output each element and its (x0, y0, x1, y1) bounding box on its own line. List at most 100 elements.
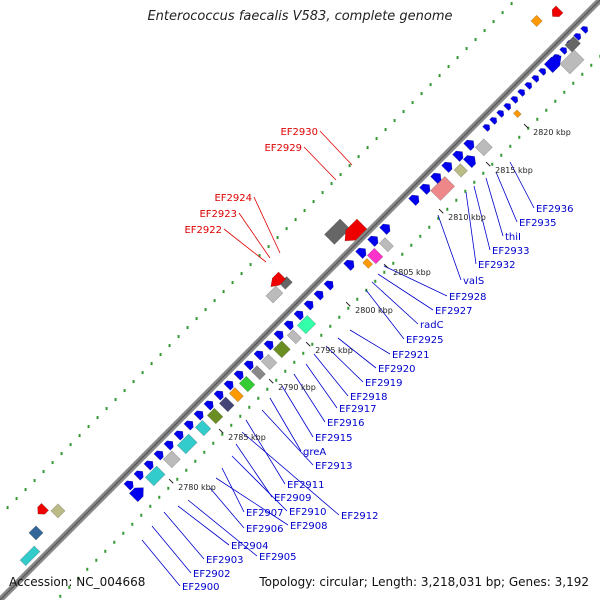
forward-gene (559, 49, 585, 75)
leader-line (215, 477, 289, 526)
forward-gene (272, 340, 291, 359)
forward-gene-arrow (223, 380, 234, 391)
gene-label: EF2927 (435, 306, 473, 317)
tick-dot (411, 101, 414, 105)
tick-dot (437, 216, 440, 220)
forward-gene-arrow (559, 46, 568, 55)
forward-gene-arrow (489, 116, 498, 125)
forward-gene (206, 407, 224, 425)
tick-dot (105, 407, 108, 411)
leader-line (141, 539, 181, 587)
forward-gene-arrow (313, 290, 324, 301)
tick-dot (51, 461, 54, 465)
forward-gene-arrow (531, 74, 540, 83)
gene-label: EF2918 (350, 392, 388, 403)
tick-dot (320, 333, 323, 337)
tick-dot (312, 200, 315, 204)
tick-mark (168, 478, 174, 484)
forward-gene-arrow (355, 247, 367, 260)
gene-features (19, 5, 589, 567)
tick-dot (276, 236, 279, 240)
gene-label: greA (303, 447, 326, 458)
tick-dot (384, 128, 387, 132)
tick-label: 2795 kbp (315, 346, 353, 355)
reverse-gene (19, 545, 41, 567)
tick-label: 2790 kbp (278, 383, 316, 392)
forward-gene (144, 465, 166, 487)
forward-gene-arrow (452, 150, 464, 163)
tick-dot (87, 425, 90, 429)
gene-labels: EF2930 EF2929 EF2924 EF2923 EF2922 EF2936 EF29… (182, 127, 574, 593)
tick-dot (581, 72, 584, 76)
tick-dot (15, 497, 18, 501)
gene-label: EF2900 (182, 582, 220, 593)
tick-dot (114, 398, 117, 402)
tick-dot (231, 281, 234, 285)
gene-label: EF2923 (199, 209, 237, 220)
tick-dot (212, 441, 215, 445)
forward-gene (218, 396, 235, 413)
leader-line (313, 353, 349, 397)
tick-dot (249, 263, 252, 267)
tick-dot (78, 434, 81, 438)
gene-label: EF2909 (274, 493, 312, 504)
forward-gene-arrow (379, 223, 391, 236)
forward-gene-arrow (143, 460, 154, 471)
tick-dot (464, 189, 467, 193)
tick-dot (563, 90, 566, 94)
gene-label: EF2908 (290, 521, 328, 532)
leader-line (337, 337, 377, 369)
leader-line (437, 214, 462, 281)
forward-gene-arrow (496, 109, 505, 118)
forward-gene-arrow (303, 300, 314, 311)
gene-label: EF2936 (536, 204, 574, 215)
tick-dot (186, 326, 189, 330)
tick-dot (302, 351, 305, 355)
tick-dot (293, 360, 296, 364)
tick-dot (554, 99, 557, 103)
gene-label: EF2904 (231, 541, 269, 552)
gene-label: valS (463, 276, 484, 287)
tick-label: 2800 kbp (355, 306, 393, 315)
tick-dot (410, 243, 413, 247)
tick-dot (294, 218, 297, 222)
tick-dot (473, 180, 476, 184)
gene-label: EF2922 (184, 225, 222, 236)
tick-dot (383, 270, 386, 274)
gene-label: radC (420, 320, 444, 331)
forward-gene-arrow (163, 440, 174, 451)
tick-dot (24, 488, 27, 492)
tick-mark (438, 208, 444, 214)
tick-dot (501, 11, 504, 15)
tick-mark (345, 301, 351, 307)
tick-dot (338, 315, 341, 319)
gene-label: EF2932 (478, 260, 516, 271)
leader-line (473, 185, 491, 251)
leader-line (365, 289, 405, 340)
leader-line (163, 511, 205, 560)
gene-label: EF2905 (259, 552, 297, 563)
leader-line (187, 499, 258, 557)
tick-dot (455, 198, 458, 202)
tick-dot (509, 144, 512, 148)
forward-gene-arrow (463, 139, 475, 152)
tick-dot (446, 207, 449, 211)
tick-dot (131, 522, 134, 526)
reverse-gene (344, 218, 368, 242)
tick-dot (185, 468, 188, 472)
tick-dot (240, 272, 243, 276)
tick-dot (68, 585, 71, 589)
gene-label: EF2915 (315, 433, 353, 444)
leader-line (509, 161, 535, 209)
tick-dot (321, 191, 324, 195)
tick-dot (491, 162, 494, 166)
gene-label: EF2930 (280, 127, 318, 138)
forward-gene-arrow (203, 400, 214, 411)
kbp-ticks: 2780 kbp 2785 kbp 2790 kbp 2795 kbp 2800 kbp… (168, 123, 571, 492)
forward-gene (462, 155, 477, 169)
tick-dot (59, 594, 62, 598)
tick-dot (366, 146, 369, 150)
